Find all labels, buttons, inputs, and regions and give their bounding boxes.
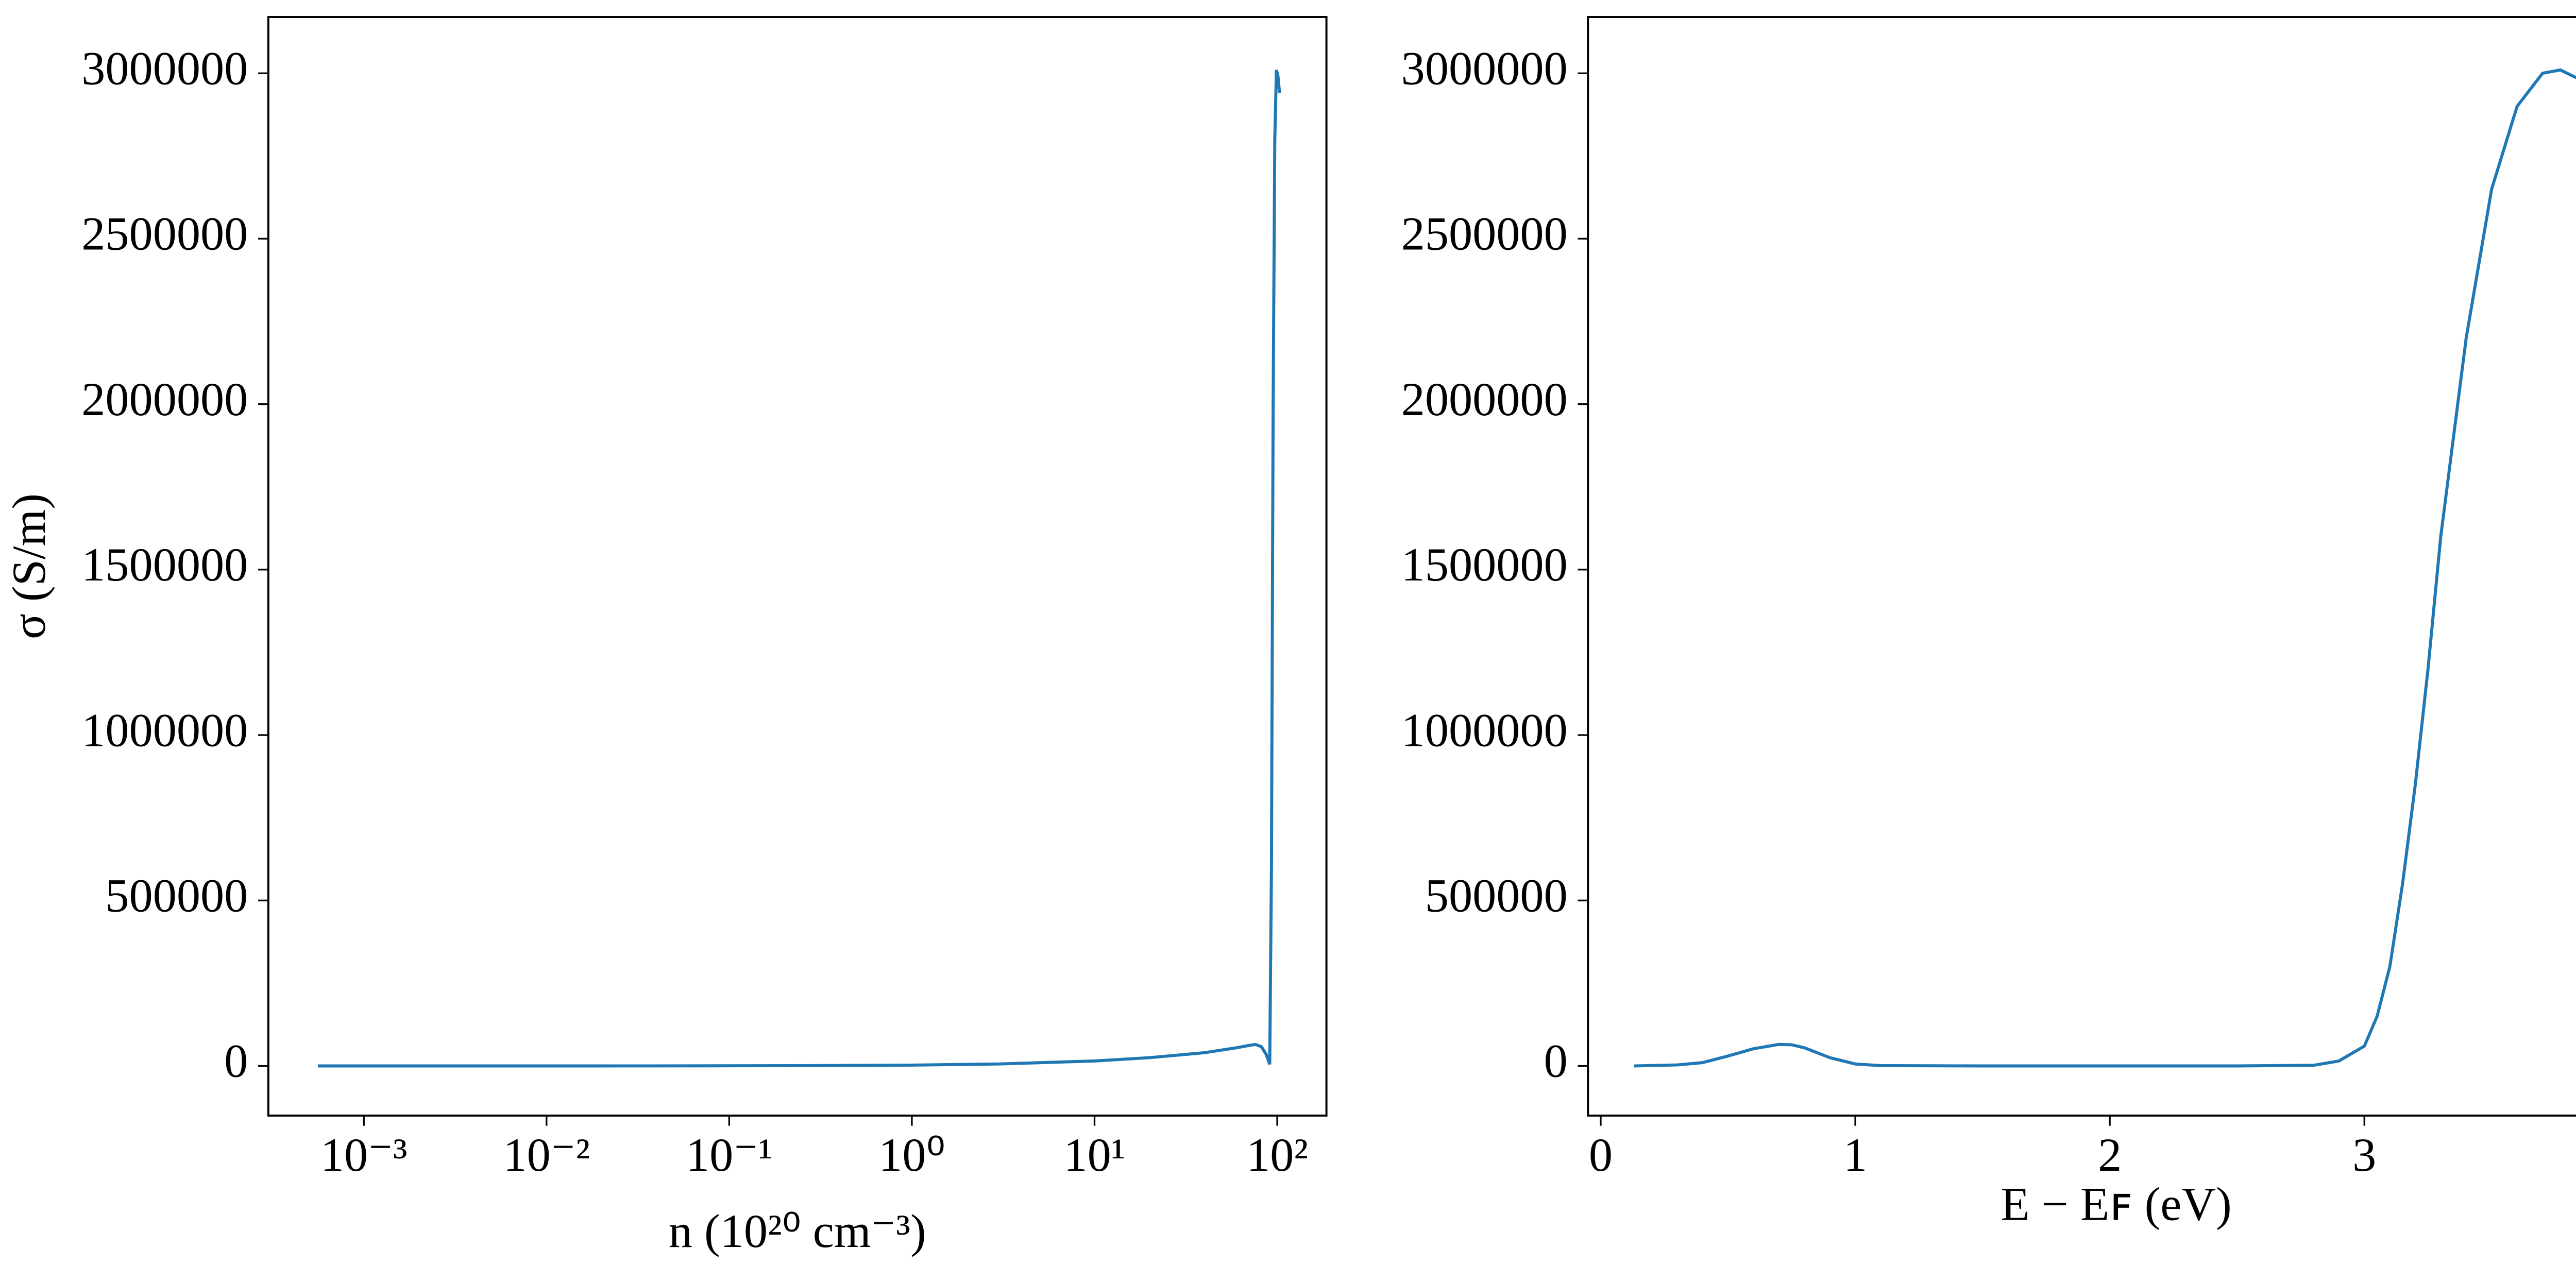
x-tick-label: 10⁰ (878, 1129, 945, 1181)
y-tick-label: 2000000 (81, 373, 248, 425)
y-tick-label: 3000000 (1401, 42, 1568, 94)
y-tick-label: 1500000 (81, 538, 248, 591)
y-tick-label: 1000000 (1401, 704, 1568, 756)
x-tick-label: 10⁻³ (320, 1129, 408, 1181)
y-tick-label: 2000000 (1401, 373, 1568, 425)
y-tick-label: 1000000 (81, 704, 248, 756)
y-axis-label: σ (S/m) (3, 493, 55, 639)
x-tick-label: 10² (1246, 1129, 1308, 1181)
data-line (317, 70, 1281, 1068)
plot-frame (1587, 16, 2576, 1117)
y-tick-label: 0 (1544, 1035, 1568, 1087)
y-tick-label: 500000 (1425, 869, 1568, 921)
x-axis-label: n (10²⁰ cm⁻³) (669, 1205, 926, 1257)
y-tick-label: 1500000 (1401, 538, 1568, 591)
x-tick-label: 0 (1589, 1129, 1613, 1181)
x-tick-label: 10¹ (1064, 1129, 1126, 1181)
y-tick-label: 500000 (105, 869, 248, 921)
x-tick-label: 10⁻² (503, 1129, 590, 1181)
x-tick-label: 2 (2098, 1129, 2122, 1181)
y-tick-label: 0 (224, 1035, 248, 1087)
x-tick-label: 10⁻¹ (686, 1129, 773, 1181)
plot-frame (267, 16, 1328, 1117)
x-tick-label: 3 (2352, 1129, 2376, 1181)
data-line (1634, 68, 2576, 1068)
x-axis-label: E − Eꜰ (eV) (2001, 1177, 2231, 1230)
x-tick-label: 1 (1843, 1129, 1867, 1181)
y-tick-label: 3000000 (81, 42, 248, 94)
y-tick-label: 2500000 (1401, 208, 1568, 260)
y-tick-label: 2500000 (81, 208, 248, 260)
